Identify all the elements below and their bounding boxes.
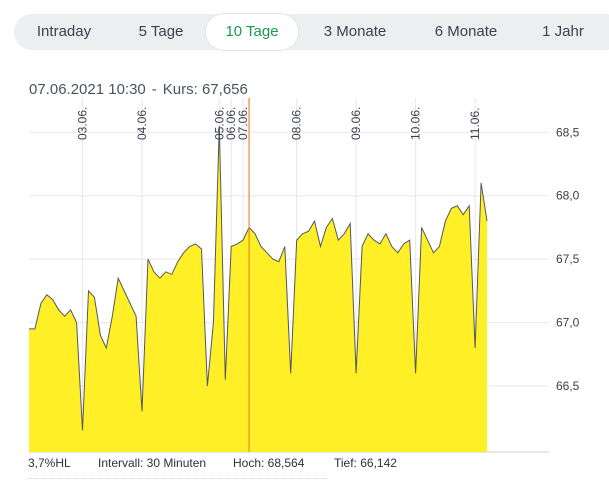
y-tick-label: 67,0	[556, 316, 580, 330]
tab-3-monate[interactable]: 3 Monate	[323, 23, 387, 40]
day-tick-label: 03.06.	[76, 107, 90, 140]
day-labels: 03.06. 04.06. 05.06.06.06.07.06. 08.06. 09.0…	[76, 107, 483, 140]
price-value: 67,656	[201, 81, 248, 98]
info-separator: -	[151, 81, 157, 98]
price-info-line: 07.06.2021 10:30- Kurs: 67,656	[29, 81, 248, 98]
tab-6-monate[interactable]: 6 Monate	[434, 23, 498, 40]
y-tick-label: 66,5	[556, 379, 580, 393]
footer-high: Hoch: 68,564	[233, 456, 305, 470]
price-area-fill	[29, 125, 487, 453]
y-tick-label: 67,5	[556, 252, 580, 266]
tab-intraday[interactable]: Intraday	[36, 23, 92, 40]
day-tick-label: 08.06.	[290, 107, 304, 140]
day-tick-label: 05.06.	[212, 107, 226, 140]
tab-5-tage[interactable]: 5 Tage	[138, 23, 184, 40]
footer-hl: 3,7%HL	[28, 456, 71, 470]
day-tick-label: 10.06.	[409, 107, 423, 140]
day-tick-label: 04.06.	[135, 107, 149, 140]
day-tick-label: 09.06.	[349, 107, 363, 140]
day-tick-label: 07.06.	[236, 107, 250, 140]
cursor-datetime: 07.06.2021 10:30	[29, 81, 146, 98]
footer-divider	[28, 478, 328, 481]
tab-10-tage[interactable]: 10 Tage	[206, 14, 298, 50]
y-axis-labels: 68,5 68,0 67,5 67,0 66,5	[556, 125, 580, 393]
timeframe-tabbar: Intraday 5 Tage 10 Tage 3 Monate 6 Monat…	[14, 14, 609, 50]
price-line	[29, 125, 488, 431]
price-label: Kurs:	[162, 81, 198, 98]
y-tick-label: 68,5	[556, 125, 580, 139]
y-tick-label: 68,0	[556, 189, 580, 203]
day-tick-label: 11.06.	[468, 108, 482, 140]
footer-low: Tief: 66,142	[334, 456, 397, 470]
chart-area-group	[29, 98, 488, 453]
footer-interval: Intervall: 30 Minuten	[98, 456, 207, 470]
tab-1-jahr[interactable]: 1 Jahr	[542, 23, 584, 40]
day-tick-label: 06.06.	[224, 107, 238, 140]
